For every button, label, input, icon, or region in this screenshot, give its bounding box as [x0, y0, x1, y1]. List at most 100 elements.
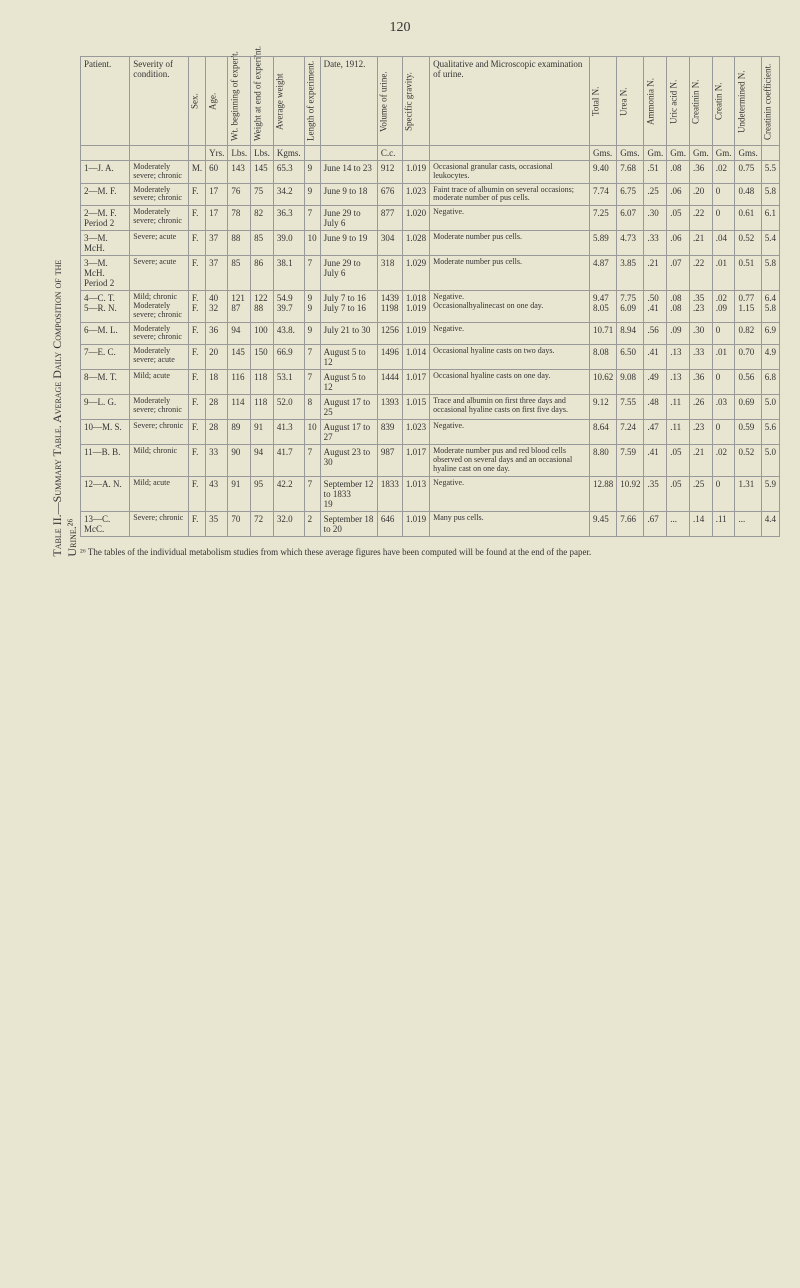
cell-crn: .23	[689, 420, 712, 445]
cell-un: 8.94	[617, 322, 644, 345]
cell-age: 35	[206, 511, 228, 536]
cell-we: 85	[251, 231, 274, 256]
cell-severity: Moderately severe; chronic	[130, 161, 189, 184]
cell-patient: 4—C. T.5—R. N.	[81, 291, 130, 322]
cell-wb: 88	[228, 231, 251, 256]
cell-un: 7.756.09	[617, 291, 644, 322]
cell-date: September 18 to 20	[320, 511, 377, 536]
cell-vol: 1256	[377, 322, 402, 345]
cell-qual: Moderate number pus cells.	[430, 231, 590, 256]
table-row: 3—M. McH.Severe; acuteF.37888539.010June…	[81, 231, 780, 256]
cell-vol: 14391198	[377, 291, 402, 322]
cell-cn: 0	[712, 183, 735, 206]
cell-cn: 0	[712, 370, 735, 395]
cell-severity: Moderately severe; chronic	[130, 206, 189, 231]
cell-wb: 94	[228, 322, 251, 345]
unit-cn: Gm.	[712, 146, 735, 161]
cell-an: .41	[644, 345, 667, 370]
cell-patient: 3—M. McH.	[81, 231, 130, 256]
cell-uan: .13	[667, 370, 690, 395]
cell-un: 7.55	[617, 395, 644, 420]
cell-severity: Severe; acute	[130, 231, 189, 256]
cell-aw: 43.8.	[273, 322, 304, 345]
cell-cn: .04	[712, 231, 735, 256]
table-row: 12—A. N.Mild; acuteF.43919542.27Septembe…	[81, 476, 780, 511]
cell-qual: Negative.	[430, 322, 590, 345]
cell-un: 10.92	[617, 476, 644, 511]
cell-uan: .06	[667, 183, 690, 206]
cell-cc: 5.8	[761, 256, 779, 291]
cell-age: 17	[206, 183, 228, 206]
cell-an: .50.41	[644, 291, 667, 322]
cell-cn: .03	[712, 395, 735, 420]
cell-tn: 4.87	[589, 256, 616, 291]
cell-crn: .21	[689, 231, 712, 256]
unit-wb: Lbs.	[228, 146, 251, 161]
cell-age: 4032	[206, 291, 228, 322]
cell-un: 6.07	[617, 206, 644, 231]
cell-patient: 9—L. G.	[81, 395, 130, 420]
cell-tn: 8.80	[589, 445, 616, 476]
cell-un: 6.75	[617, 183, 644, 206]
unit-crn: Gm.	[689, 146, 712, 161]
cell-udn: 0.771.15	[735, 291, 761, 322]
cell-vol: 676	[377, 183, 402, 206]
cell-wb: 85	[228, 256, 251, 291]
cell-date: June 9 to 18	[320, 183, 377, 206]
cell-wb: 12187	[228, 291, 251, 322]
cell-date: September 12 to 183319	[320, 476, 377, 511]
cell-udn: 1.31	[735, 476, 761, 511]
cell-age: 28	[206, 420, 228, 445]
cell-qual: Negative.	[430, 420, 590, 445]
cell-le: 99	[304, 291, 320, 322]
cell-sex: F.	[188, 370, 205, 395]
unit-an: Gm.	[644, 146, 667, 161]
cell-wb: 70	[228, 511, 251, 536]
cell-patient: 7—E. C.	[81, 345, 130, 370]
cell-un: 7.24	[617, 420, 644, 445]
cell-we: 145	[251, 161, 274, 184]
cell-we: 82	[251, 206, 274, 231]
cell-an: .56	[644, 322, 667, 345]
cell-severity: Mild; chronic	[130, 445, 189, 476]
cell-cc: 5.9	[761, 476, 779, 511]
cell-sex: F.	[188, 206, 205, 231]
cell-age: 17	[206, 206, 228, 231]
cell-wb: 145	[228, 345, 251, 370]
cell-cn: .02	[712, 445, 735, 476]
cell-cn: .02.09	[712, 291, 735, 322]
cell-sg: 1.019	[402, 161, 429, 184]
cell-udn: 0.75	[735, 161, 761, 184]
col-crn: Creatinin N.	[689, 57, 712, 146]
cell-crn: .26	[689, 395, 712, 420]
cell-le: 9	[304, 322, 320, 345]
cell-un: 7.59	[617, 445, 644, 476]
footnote: ²⁶ The tables of the individual metaboli…	[80, 547, 780, 557]
cell-date: June 29 to July 6	[320, 256, 377, 291]
cell-uan: .09	[667, 322, 690, 345]
cell-age: 20	[206, 345, 228, 370]
cell-cc: 6.45.8	[761, 291, 779, 322]
cell-cc: 4.9	[761, 345, 779, 370]
cell-un: 9.08	[617, 370, 644, 395]
cell-severity: Severe; acute	[130, 256, 189, 291]
cell-aw: 41.3	[273, 420, 304, 445]
cell-we: 94	[251, 445, 274, 476]
cell-qual: Many pus cells.	[430, 511, 590, 536]
cell-le: 8	[304, 395, 320, 420]
cell-aw: 32.0	[273, 511, 304, 536]
cell-tn: 8.64	[589, 420, 616, 445]
cell-age: 28	[206, 395, 228, 420]
cell-we: 95	[251, 476, 274, 511]
cell-patient: 6—M. L.	[81, 322, 130, 345]
cell-udn: 0.59	[735, 420, 761, 445]
cell-cn: 0	[712, 476, 735, 511]
cell-wb: 90	[228, 445, 251, 476]
cell-patient: 13—C. McC.	[81, 511, 130, 536]
cell-sg: 1.029	[402, 256, 429, 291]
cell-aw: 34.2	[273, 183, 304, 206]
cell-an: .21	[644, 256, 667, 291]
cell-patient: 3—M. McH. Period 2	[81, 256, 130, 291]
data-table: Patient. Severity of condition. Sex. Age…	[80, 56, 780, 537]
cell-sex: F.	[188, 420, 205, 445]
